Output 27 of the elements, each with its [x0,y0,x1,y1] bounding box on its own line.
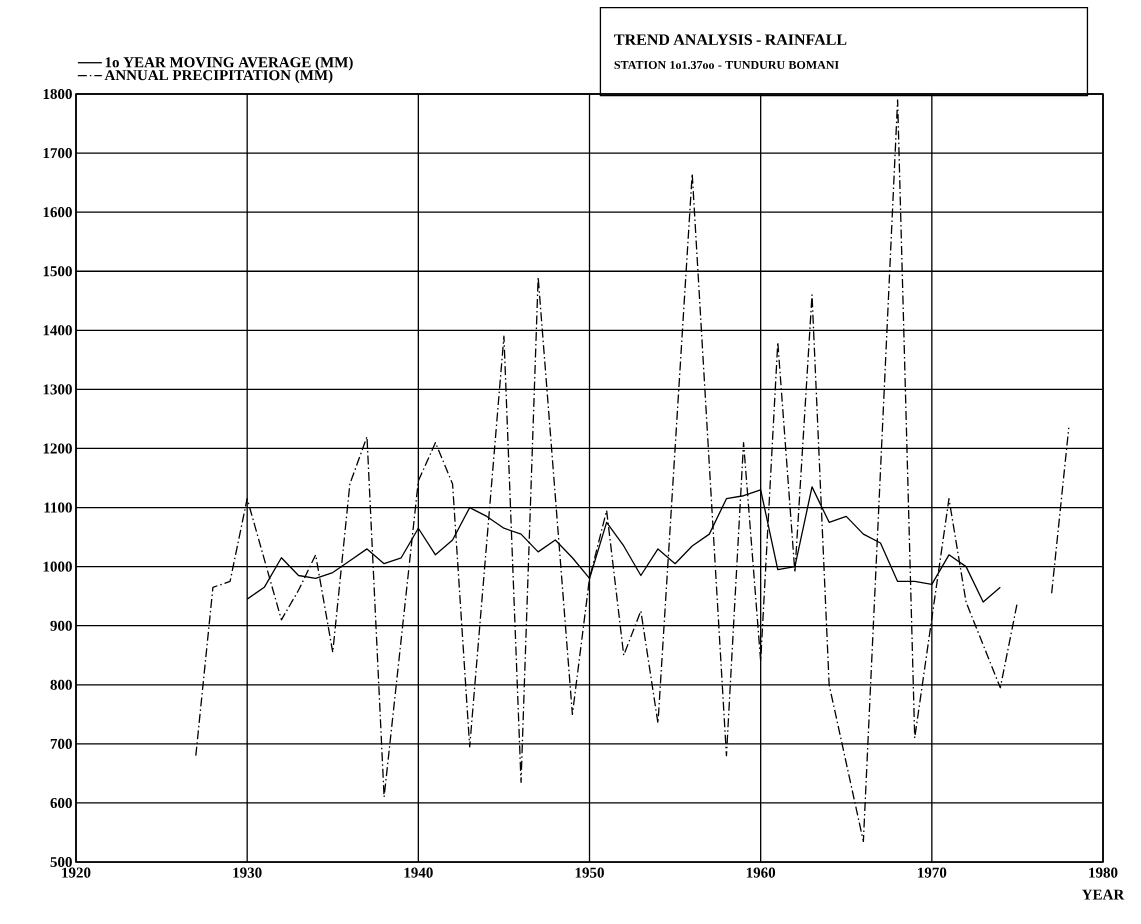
y-tick-label: 1400 [43,325,72,336]
x-tick-label: 1970 [918,867,947,878]
x-tick-label: 1940 [404,867,433,878]
y-tick-label: 1800 [43,88,72,100]
chart-title: TREND ANALYSIS - RAINFALL [614,34,847,46]
x-tick-label: 1950 [575,867,604,878]
y-tick-label: 600 [50,797,72,808]
x-tick-label: 1980 [1089,867,1118,878]
line-series [246,486,1001,603]
x-tick-label: 1960 [746,867,776,878]
chart-subtitle: STATION 1o1.37oo - TUNDURU BOMANI [614,60,839,70]
x-tick-label: 1930 [233,867,262,878]
y-tick-label: 700 [50,738,72,749]
legend-label: ANNUAL PRECIPITATION (MM) [104,69,333,84]
legend-label: 1o YEAR MOVING AVERAGE (MM) [105,56,353,71]
y-tick-label: 1100 [44,502,72,513]
y-tick-label: 1700 [43,148,72,159]
y-tick-label: 1200 [43,443,72,454]
y-tick-label: 800 [50,679,72,690]
x-tick-label: 1920 [62,867,91,878]
x-axis-title: YEAR [1082,889,1125,900]
y-tick-label: 1000 [43,561,72,572]
y-tick-label: 1600 [43,207,72,218]
y-tick-label: 1500 [43,266,72,277]
y-tick-label: 500 [50,856,72,868]
y-tick-label: 1300 [43,384,72,395]
y-tick-label: 900 [50,620,72,631]
